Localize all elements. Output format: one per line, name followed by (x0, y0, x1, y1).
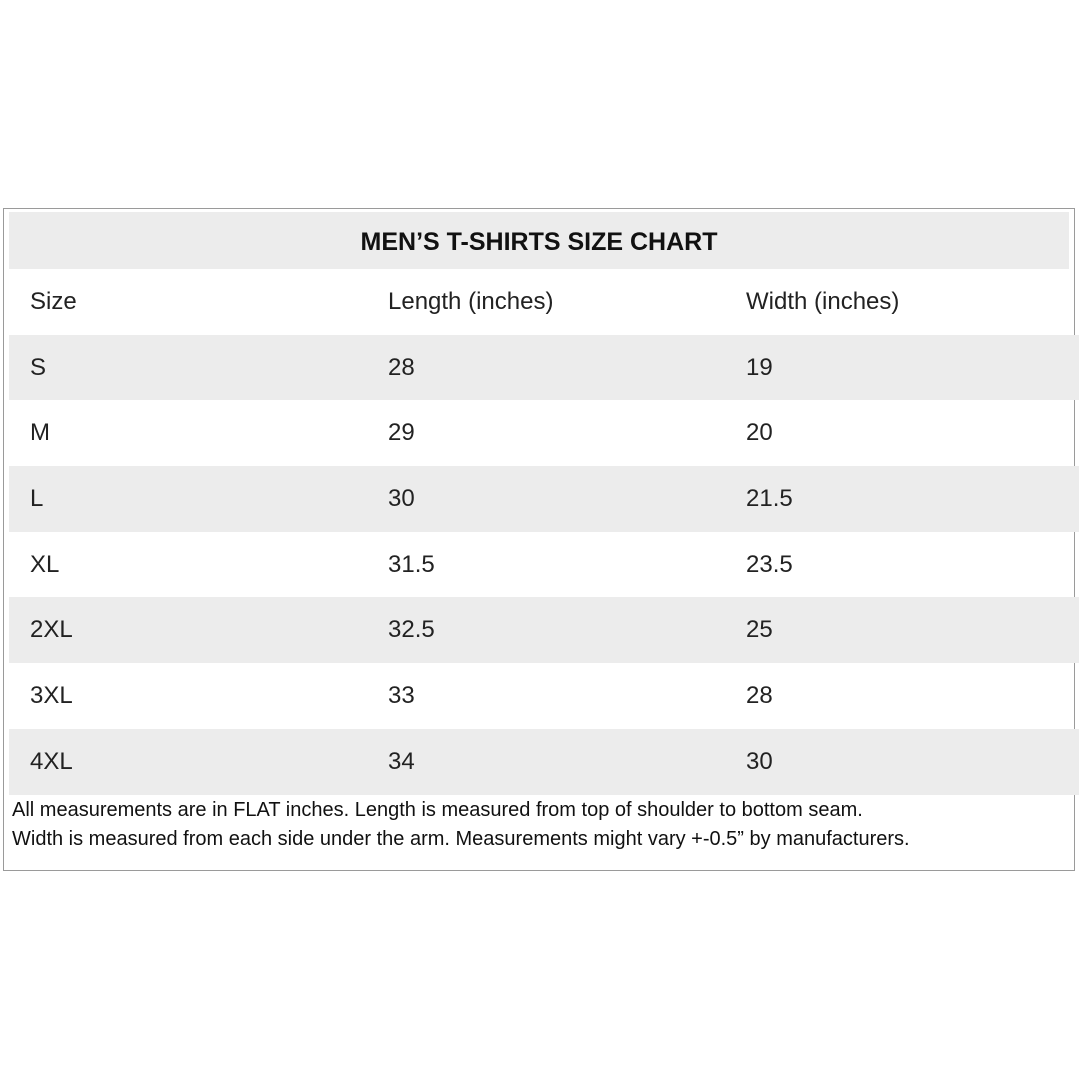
table-cell: XL (30, 550, 60, 578)
table-row: 2XL 32.5 25 (9, 597, 1079, 664)
table-cell: 19 (746, 353, 773, 381)
table-cell: 29 (388, 419, 415, 447)
column-header: Size (30, 288, 77, 315)
table-row: 4XL 34 30 (9, 728, 1079, 795)
table-cell: 30 (746, 747, 773, 775)
table-row: XL 31.5 23.5 (9, 532, 1079, 598)
table-cell: 31.5 (388, 550, 435, 578)
table-cell: S (30, 353, 47, 381)
table-cell: 25 (746, 616, 773, 644)
table-cell: M (30, 419, 50, 447)
table-cell: L (30, 485, 44, 513)
note-line: Width is measured from each side under t… (12, 828, 910, 850)
table-title: MEN’S T-SHIRTS SIZE CHART (9, 212, 1069, 269)
table-cell: 28 (746, 682, 773, 710)
table-body: Size Length (inches) Width (inches) S 28 19 M 2… (4, 269, 1079, 795)
column-header: Length (inches) (388, 288, 554, 315)
table-cell: 3XL (30, 682, 73, 710)
table-row: M 29 20 (9, 400, 1079, 466)
table-row: S 28 19 (9, 334, 1079, 401)
table-row: L 30 21.5 (9, 466, 1079, 532)
table-cell: 23.5 (746, 550, 793, 578)
table-cell: 20 (746, 419, 773, 447)
table-header-row: Size Length (inches) Width (inches) (9, 269, 1079, 335)
table-cell: 32.5 (388, 616, 435, 644)
table-cell: 21.5 (746, 485, 793, 513)
table-cell: 4XL (30, 747, 73, 775)
table-cell: 34 (388, 747, 415, 775)
measurement-note: All measurements are in FLAT inches. Len… (12, 796, 910, 854)
column-header: Width (inches) (746, 288, 900, 315)
table-cell: 33 (388, 682, 415, 710)
size-chart-table: MEN’S T-SHIRTS SIZE CHART Size Length (in… (3, 208, 1079, 871)
note-line: All measurements are in FLAT inches. Len… (12, 799, 863, 821)
table-row: 3XL 33 28 (9, 663, 1079, 729)
table-cell: 2XL (30, 616, 73, 644)
table-cell: 28 (388, 353, 415, 381)
table-cell: 30 (388, 485, 415, 513)
